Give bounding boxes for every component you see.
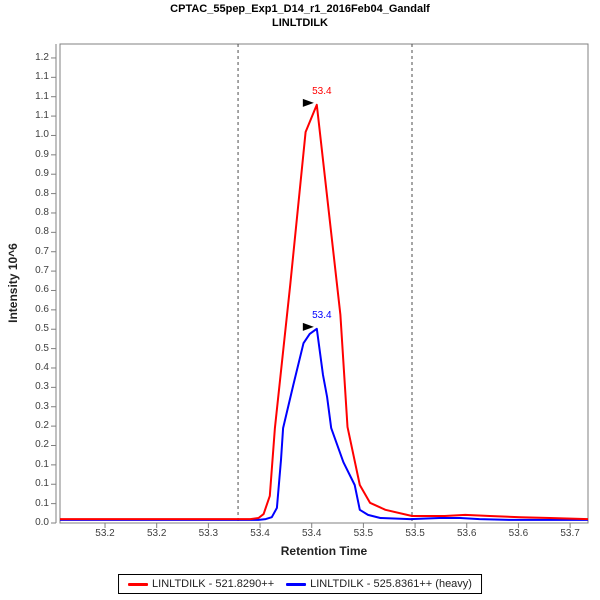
x-axis-title: Retention Time [280,544,368,558]
y-tick-label-2: 1.1 [35,90,49,102]
trace-light [60,103,589,521]
plot-frame [59,43,589,524]
chart-subtitle: LINLTDILK [271,17,329,29]
x-tick-label-5: 53.5 [353,528,374,539]
x-tick-label-9: 53.7 [560,528,580,539]
y-tick-label-4: 1.0 [35,129,49,141]
y-tick-label-9: 0.8 [35,226,49,238]
y-tick-label-24: 0.0 [35,517,49,528]
y-tick-label-19: 0.2 [35,420,49,432]
peak-annotation-0: 53.4 [312,85,332,97]
legend-item-heavy: LINLTDILK - 525.8361++ (heavy) [286,578,472,590]
x-tick-label-8: 53.6 [508,528,529,539]
x-tick-label-4: 53.4 [301,528,322,539]
y-tick-label-22: 0.1 [35,478,49,490]
y-tick-label-16: 0.4 [35,361,49,373]
peak-apex-arrow-icon [302,322,314,331]
y-tick-label-3: 1.1 [35,110,49,122]
legend-line-sample-light [128,582,149,586]
x-tick-label-1: 53.2 [146,528,167,539]
x-tick-label-2: 53.3 [198,528,219,539]
y-tick-label-13: 0.6 [35,303,49,315]
y-tick-label-8: 0.8 [35,206,49,218]
y-tick-label-21: 0.1 [35,458,49,470]
y-tick-label-10: 0.7 [35,245,49,257]
y-tick-label-17: 0.3 [35,381,49,393]
legend-item-light: LINLTDILK - 521.8290++ [128,578,274,590]
y-tick-label-5: 0.9 [35,148,49,160]
y-tick-label-14: 0.5 [35,323,49,335]
legend-line-sample-heavy [286,582,307,586]
y-tick-label-20: 0.2 [35,439,49,451]
x-tick-label-6: 53.5 [405,528,425,539]
legend-label-heavy: LINLTDILK - 525.8361++ (heavy) [310,578,472,590]
y-tick-label-1: 1.1 [35,71,49,83]
y-tick-label-23: 0.1 [35,497,49,509]
y-tick-label-11: 0.7 [35,265,49,277]
chart-title: CPTAC_55pep_Exp1_D14_r1_2016Feb04_Gandal… [170,3,430,15]
y-tick-label-7: 0.8 [35,187,49,199]
legend-label-light: LINLTDILK - 521.8290++ [152,578,275,590]
x-tick-label-7: 53.6 [457,528,477,539]
legend: LINLTDILK - 521.8290++ LINLTDILK - 525.8… [118,574,482,594]
y-tick-label-12: 0.6 [35,284,49,296]
y-tick-label-6: 0.9 [35,168,49,180]
y-tick-label-0: 1.2 [35,51,49,63]
peak-annotation-1: 53.4 [312,309,332,321]
peak-apex-arrow-icon [302,98,314,107]
x-tick-label-3: 53.4 [250,528,270,539]
y-tick-label-15: 0.5 [35,342,49,354]
x-tick-label-0: 53.2 [95,528,115,539]
y-tick-label-18: 0.3 [35,400,49,412]
trace-heavy [60,327,588,521]
